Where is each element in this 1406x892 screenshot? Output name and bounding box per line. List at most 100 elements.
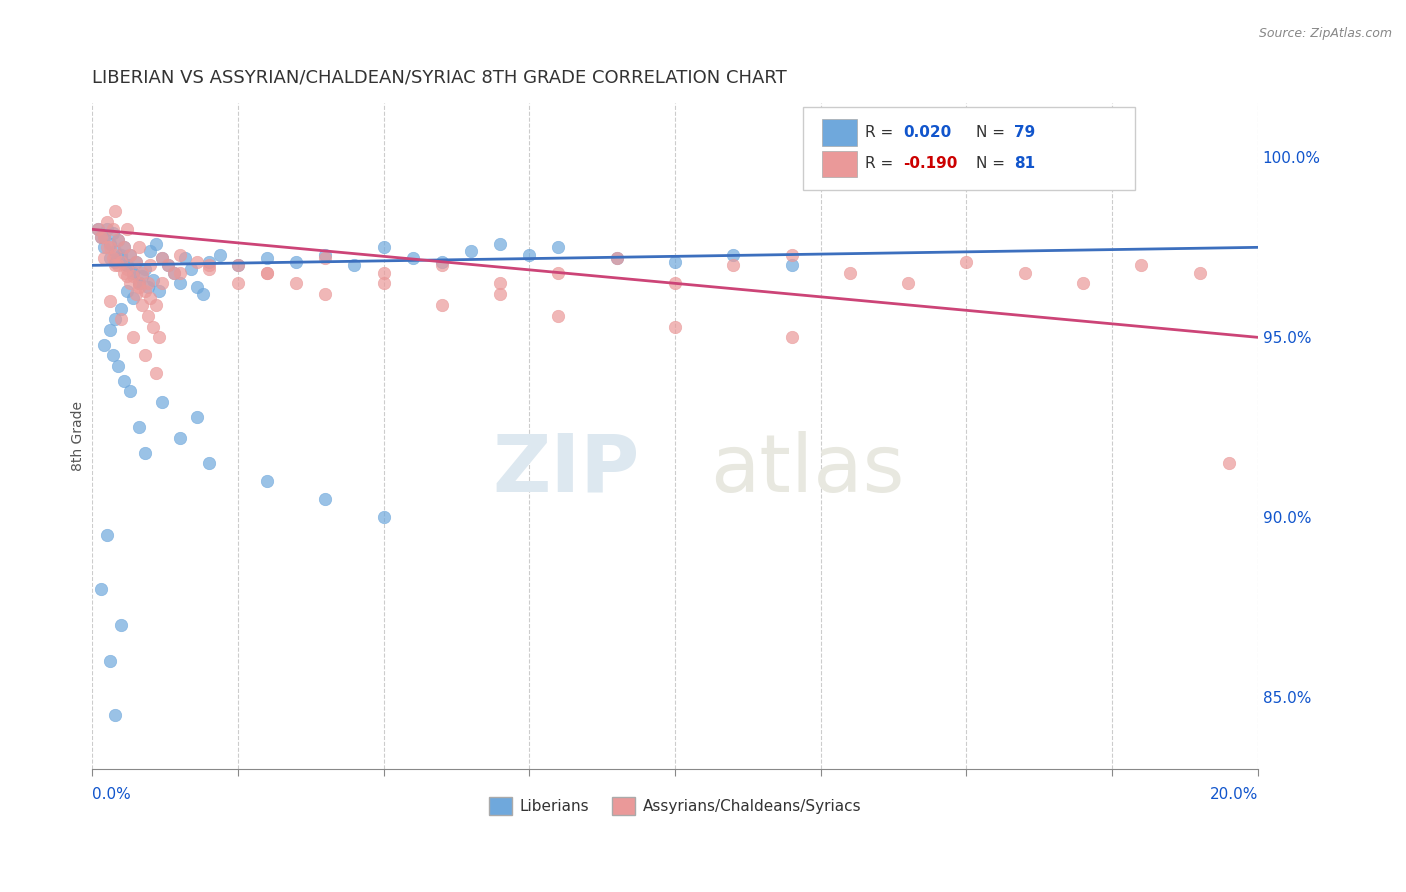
Point <box>128 277 150 291</box>
Text: 0.0%: 0.0% <box>93 788 131 802</box>
FancyBboxPatch shape <box>823 120 856 146</box>
Point <box>606 251 628 265</box>
Point <box>606 251 628 265</box>
Text: ZIP: ZIP <box>492 431 640 508</box>
Point <box>256 475 278 489</box>
Point <box>169 431 191 445</box>
Point <box>169 277 191 291</box>
Text: N =: N = <box>976 125 1010 140</box>
Point <box>1218 456 1240 470</box>
Point <box>1014 266 1036 280</box>
Text: R =: R = <box>865 156 898 171</box>
Point <box>101 251 124 265</box>
Point <box>110 618 132 632</box>
Point <box>93 229 115 244</box>
Point <box>128 280 150 294</box>
Point <box>517 247 540 261</box>
Point <box>115 258 138 272</box>
Point <box>402 251 425 265</box>
Point <box>139 244 162 258</box>
Point <box>145 367 167 381</box>
Text: 20.0%: 20.0% <box>1209 788 1258 802</box>
Point <box>139 258 162 272</box>
Point <box>148 284 170 298</box>
Point <box>664 277 686 291</box>
Point <box>285 277 308 291</box>
Point <box>101 226 124 240</box>
Point <box>93 337 115 351</box>
Point <box>314 247 336 261</box>
Point <box>107 258 129 272</box>
Point <box>150 251 173 265</box>
Point <box>122 266 145 280</box>
Point <box>98 251 121 265</box>
Point <box>191 287 214 301</box>
Point <box>115 222 138 236</box>
Point <box>897 277 920 291</box>
Point <box>723 258 745 272</box>
Point <box>723 247 745 261</box>
Point <box>107 233 129 247</box>
Point <box>134 445 156 459</box>
Point <box>115 262 138 277</box>
Point <box>96 528 118 542</box>
Point <box>489 287 512 301</box>
Point <box>87 222 110 236</box>
Point <box>115 258 138 272</box>
Point <box>104 247 127 261</box>
Point <box>104 244 127 258</box>
Point <box>197 254 219 268</box>
Point <box>314 251 336 265</box>
Point <box>373 510 395 524</box>
Text: 0.020: 0.020 <box>904 125 952 140</box>
Point <box>430 298 453 312</box>
Point <box>104 312 127 326</box>
Point <box>110 301 132 316</box>
Text: R =: R = <box>865 125 898 140</box>
Point <box>460 244 482 258</box>
Point <box>256 251 278 265</box>
Point <box>314 287 336 301</box>
Point <box>343 258 366 272</box>
Point <box>131 266 153 280</box>
Text: 81: 81 <box>1014 156 1035 171</box>
Point <box>98 240 121 254</box>
Point <box>101 348 124 362</box>
Point <box>101 222 124 236</box>
Point <box>90 582 112 597</box>
Point <box>145 236 167 251</box>
Text: 79: 79 <box>1014 125 1035 140</box>
Point <box>780 330 803 344</box>
Text: -0.190: -0.190 <box>904 156 957 171</box>
Point <box>197 262 219 277</box>
Point <box>156 258 179 272</box>
Point <box>96 222 118 236</box>
Point <box>373 266 395 280</box>
Point <box>134 348 156 362</box>
Point <box>131 298 153 312</box>
Point <box>104 204 127 219</box>
Point <box>955 254 977 268</box>
Point <box>547 266 569 280</box>
Point <box>93 251 115 265</box>
Point <box>142 319 165 334</box>
Point <box>226 258 249 272</box>
Point <box>430 258 453 272</box>
Point <box>150 277 173 291</box>
Point <box>98 236 121 251</box>
Point <box>93 229 115 244</box>
Point <box>1188 266 1211 280</box>
Point <box>125 254 148 268</box>
Point <box>163 266 186 280</box>
Point <box>98 654 121 668</box>
Point <box>128 420 150 434</box>
Point <box>90 229 112 244</box>
Point <box>136 280 159 294</box>
Point <box>120 277 142 291</box>
Point <box>110 312 132 326</box>
Point <box>122 291 145 305</box>
FancyBboxPatch shape <box>803 107 1136 190</box>
Point <box>1071 277 1094 291</box>
Point <box>112 240 135 254</box>
Point <box>120 247 142 261</box>
